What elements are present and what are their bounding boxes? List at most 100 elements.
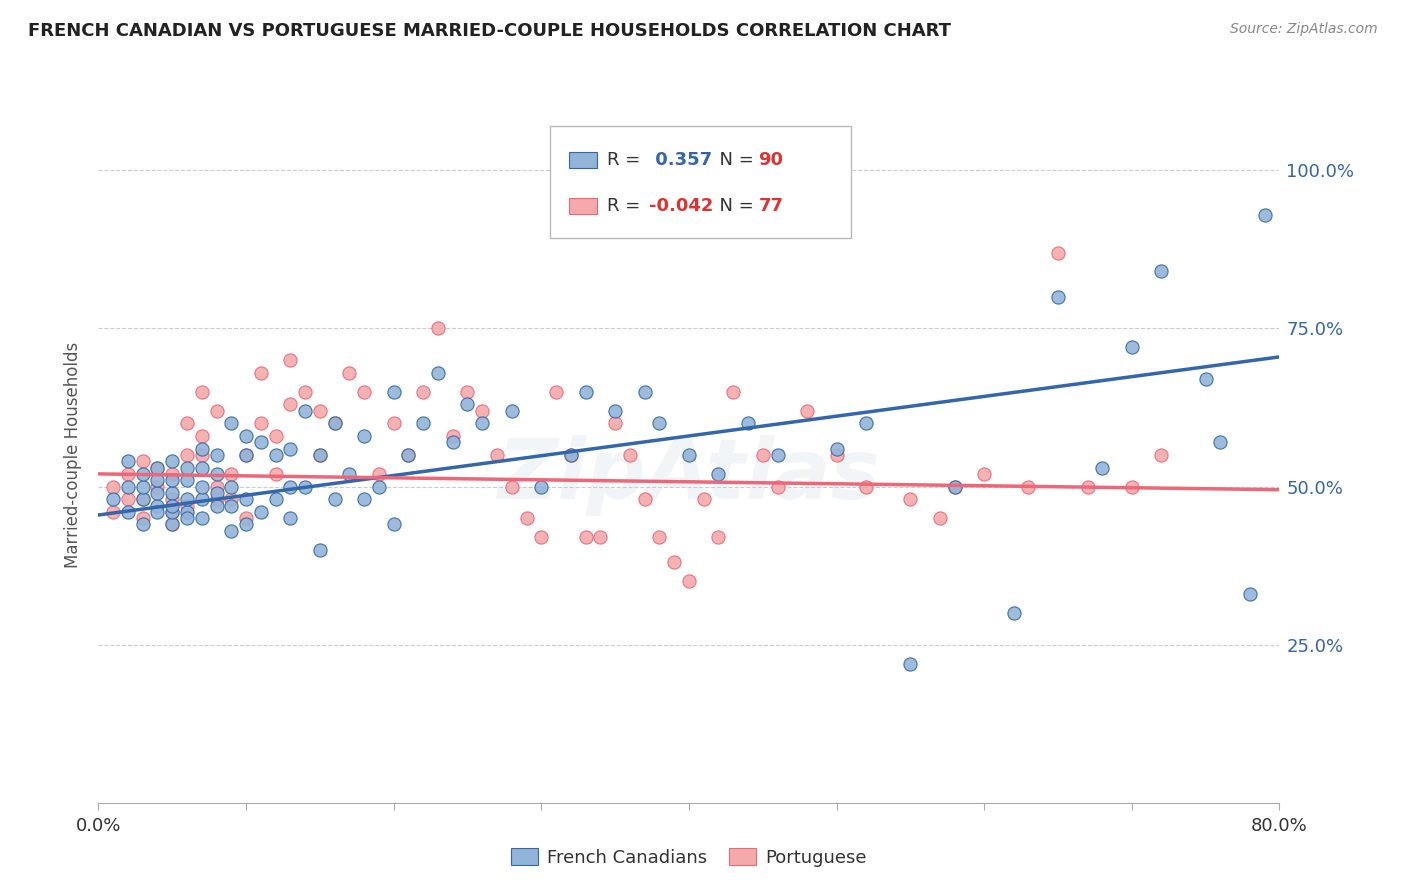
Text: 77: 77 [758, 196, 783, 215]
Point [294, 403, 316, 417]
Text: N =: N = [707, 152, 759, 169]
Point [191, 448, 214, 462]
Point [264, 429, 287, 443]
Point [1209, 435, 1232, 450]
Point [323, 417, 346, 431]
Point [294, 479, 316, 493]
Point [176, 492, 198, 507]
Point [162, 517, 183, 532]
Point [205, 467, 228, 481]
Point [1239, 587, 1261, 601]
Point [589, 530, 612, 544]
Point [250, 366, 273, 380]
Point [176, 448, 198, 462]
Point [353, 492, 375, 507]
Text: ZipAtlas: ZipAtlas [498, 435, 880, 516]
Point [176, 460, 198, 475]
Point [678, 574, 700, 589]
Point [162, 486, 183, 500]
Point [264, 448, 287, 462]
Point [546, 384, 568, 399]
Point [723, 384, 745, 399]
Text: R =: R = [606, 152, 645, 169]
Point [309, 448, 332, 462]
Point [235, 429, 257, 443]
Point [176, 473, 198, 487]
Point [574, 384, 596, 399]
Point [427, 366, 450, 380]
Point [278, 479, 302, 493]
Point [471, 417, 494, 431]
Point [117, 505, 139, 519]
Point [250, 417, 273, 431]
Point [441, 429, 464, 443]
Point [205, 403, 228, 417]
Point [162, 505, 183, 519]
Point [501, 403, 523, 417]
Point [219, 479, 242, 493]
Point [162, 517, 183, 532]
Point [633, 492, 655, 507]
Legend: French Canadians, Portuguese: French Canadians, Portuguese [503, 840, 875, 874]
Point [176, 499, 198, 513]
Point [235, 511, 257, 525]
Point [117, 467, 139, 481]
Point [235, 517, 257, 532]
Point [103, 505, 125, 519]
Point [855, 479, 877, 493]
Point [146, 460, 169, 475]
Point [219, 492, 242, 507]
Point [132, 467, 155, 481]
Point [633, 384, 655, 399]
Point [176, 511, 198, 525]
Point [605, 403, 627, 417]
Point [368, 479, 391, 493]
Point [339, 366, 360, 380]
Point [323, 492, 346, 507]
Point [235, 448, 257, 462]
Point [309, 403, 332, 417]
Point [162, 454, 183, 468]
Point [1046, 245, 1069, 260]
Point [1091, 460, 1114, 475]
Point [796, 403, 818, 417]
Point [441, 435, 464, 450]
Point [560, 448, 582, 462]
Point [1002, 606, 1025, 620]
Point [353, 384, 375, 399]
Point [382, 384, 405, 399]
Point [382, 517, 405, 532]
Point [309, 448, 332, 462]
Point [693, 492, 716, 507]
Point [132, 517, 155, 532]
Point [146, 486, 169, 500]
Point [264, 492, 287, 507]
Point [855, 417, 877, 431]
Point [825, 442, 848, 456]
Point [900, 657, 922, 671]
Point [1121, 479, 1143, 493]
Text: 90: 90 [758, 152, 783, 169]
Point [117, 479, 139, 493]
Point [191, 442, 214, 456]
Point [353, 429, 375, 443]
Point [1121, 340, 1143, 354]
Point [396, 448, 419, 462]
Point [219, 417, 242, 431]
Text: -0.042: -0.042 [648, 196, 713, 215]
Point [1254, 208, 1277, 222]
Point [707, 530, 730, 544]
Point [162, 505, 183, 519]
Point [412, 417, 434, 431]
Point [560, 448, 582, 462]
Point [664, 556, 686, 570]
Point [278, 353, 302, 368]
Point [515, 511, 537, 525]
Point [176, 505, 198, 519]
Y-axis label: Married-couple Households: Married-couple Households [65, 342, 83, 568]
Point [309, 542, 332, 557]
Point [278, 511, 302, 525]
Point [146, 499, 169, 513]
Point [191, 384, 214, 399]
Point [678, 448, 700, 462]
